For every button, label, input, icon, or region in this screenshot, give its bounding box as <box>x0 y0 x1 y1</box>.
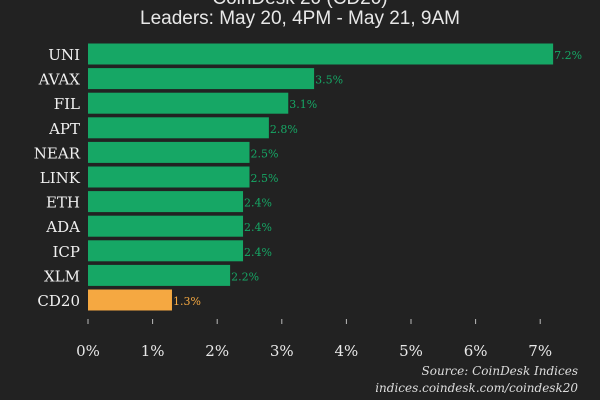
category-label: FIL <box>54 95 80 113</box>
data-label: 3.5% <box>315 74 343 87</box>
category-label: APT <box>48 120 80 138</box>
bar <box>88 43 554 65</box>
data-label: 2.5% <box>251 147 279 160</box>
source-url: indices.coindesk.com/coindesk20 <box>375 381 578 395</box>
data-label: 2.5% <box>251 172 279 185</box>
data-label: 7.2% <box>554 49 582 62</box>
bar <box>88 240 244 262</box>
x-tick-label: 6% <box>464 342 488 360</box>
source-label: Source: CoinDesk Indices <box>421 364 579 378</box>
category-label: ADA <box>45 218 80 236</box>
x-tick-label: 0% <box>76 342 100 360</box>
data-label: 3.1% <box>289 98 317 111</box>
bar <box>88 264 231 286</box>
category-label: AVAX <box>38 71 81 89</box>
category-label: UNI <box>48 46 80 64</box>
chart-title: CoinDesk 20 (CD20) <box>0 0 600 10</box>
bar <box>88 68 315 90</box>
x-tick-label: 4% <box>335 342 359 360</box>
data-label: 2.4% <box>244 221 272 234</box>
category-label: NEAR <box>34 144 81 162</box>
category-label: XLM <box>44 267 80 285</box>
x-tick-label: 3% <box>270 342 294 360</box>
bar <box>88 117 269 139</box>
data-label: 2.4% <box>244 246 272 259</box>
category-label: ETH <box>46 194 80 212</box>
x-tick-label: 1% <box>141 342 165 360</box>
x-tick-label: 2% <box>205 342 229 360</box>
chart-subtitle: Leaders: May 20, 4PM - May 21, 9AM <box>140 8 460 29</box>
x-tick-label: 7% <box>528 342 552 360</box>
x-tick-label: 5% <box>399 342 423 360</box>
data-label: 2.4% <box>244 197 272 210</box>
bar <box>88 289 172 311</box>
category-label: CD20 <box>37 292 80 310</box>
bar <box>88 92 289 114</box>
bar <box>88 141 250 163</box>
bar <box>88 166 250 188</box>
data-label: 2.8% <box>270 123 298 136</box>
data-label: 1.3% <box>173 295 201 308</box>
category-label: LINK <box>40 169 81 187</box>
bar <box>88 215 244 237</box>
data-label: 2.2% <box>231 270 259 283</box>
bar <box>88 191 244 213</box>
category-label: ICP <box>53 243 81 261</box>
